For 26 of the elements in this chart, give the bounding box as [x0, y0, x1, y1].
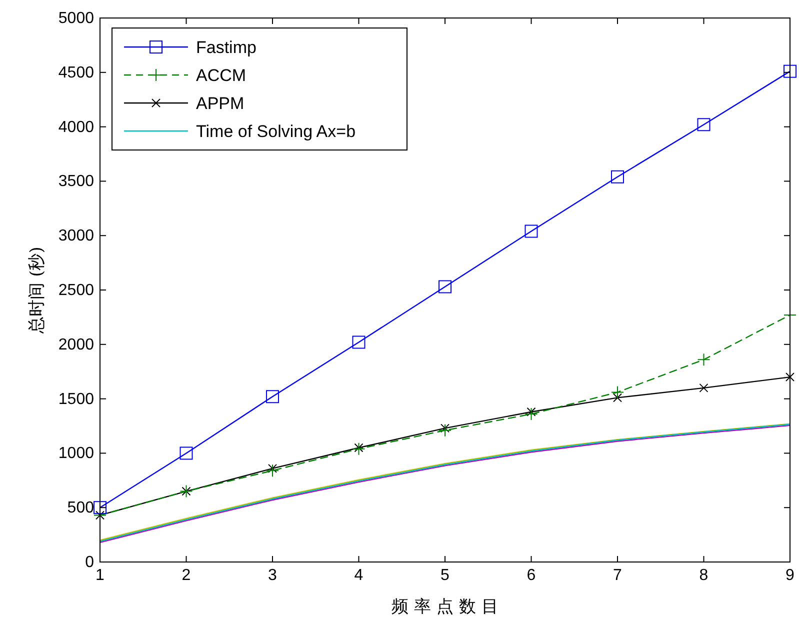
y-tick-label: 3500 — [58, 173, 94, 190]
y-tick-label: 2500 — [58, 282, 94, 299]
legend-label: APPM — [196, 94, 244, 113]
x-tick-label: 8 — [699, 567, 708, 584]
y-tick-label: 2000 — [58, 336, 94, 354]
x-tick-label: 1 — [96, 567, 105, 584]
y-axis-title: 总时间 (秒) — [27, 246, 47, 334]
x-tick-label: 5 — [440, 567, 450, 584]
x-tick-label: 4 — [354, 567, 364, 584]
y-tick-label: 0 — [85, 554, 94, 571]
y-tick-label: 5000 — [58, 10, 94, 27]
x-tick-label: 7 — [613, 567, 622, 584]
x-tick-label: 2 — [182, 567, 191, 584]
y-tick-label: 500 — [67, 500, 94, 517]
legend-label: ACCM — [196, 66, 246, 85]
y-tick-label: 4500 — [58, 64, 94, 82]
y-tick-label: 1500 — [58, 390, 94, 408]
y-tick-label: 1000 — [58, 445, 94, 462]
legend-label: Time of Solving Ax=b — [196, 122, 356, 141]
x-tick-label: 9 — [786, 567, 795, 584]
x-axis-title: 频 率 点 数 目 — [392, 597, 498, 617]
legend-label: Fastimp — [196, 38, 256, 57]
x-tick-label: 3 — [268, 567, 278, 584]
x-tick-label: 6 — [526, 567, 536, 584]
y-tick-label: 3000 — [58, 228, 94, 245]
y-tick-label: 4000 — [58, 118, 94, 136]
